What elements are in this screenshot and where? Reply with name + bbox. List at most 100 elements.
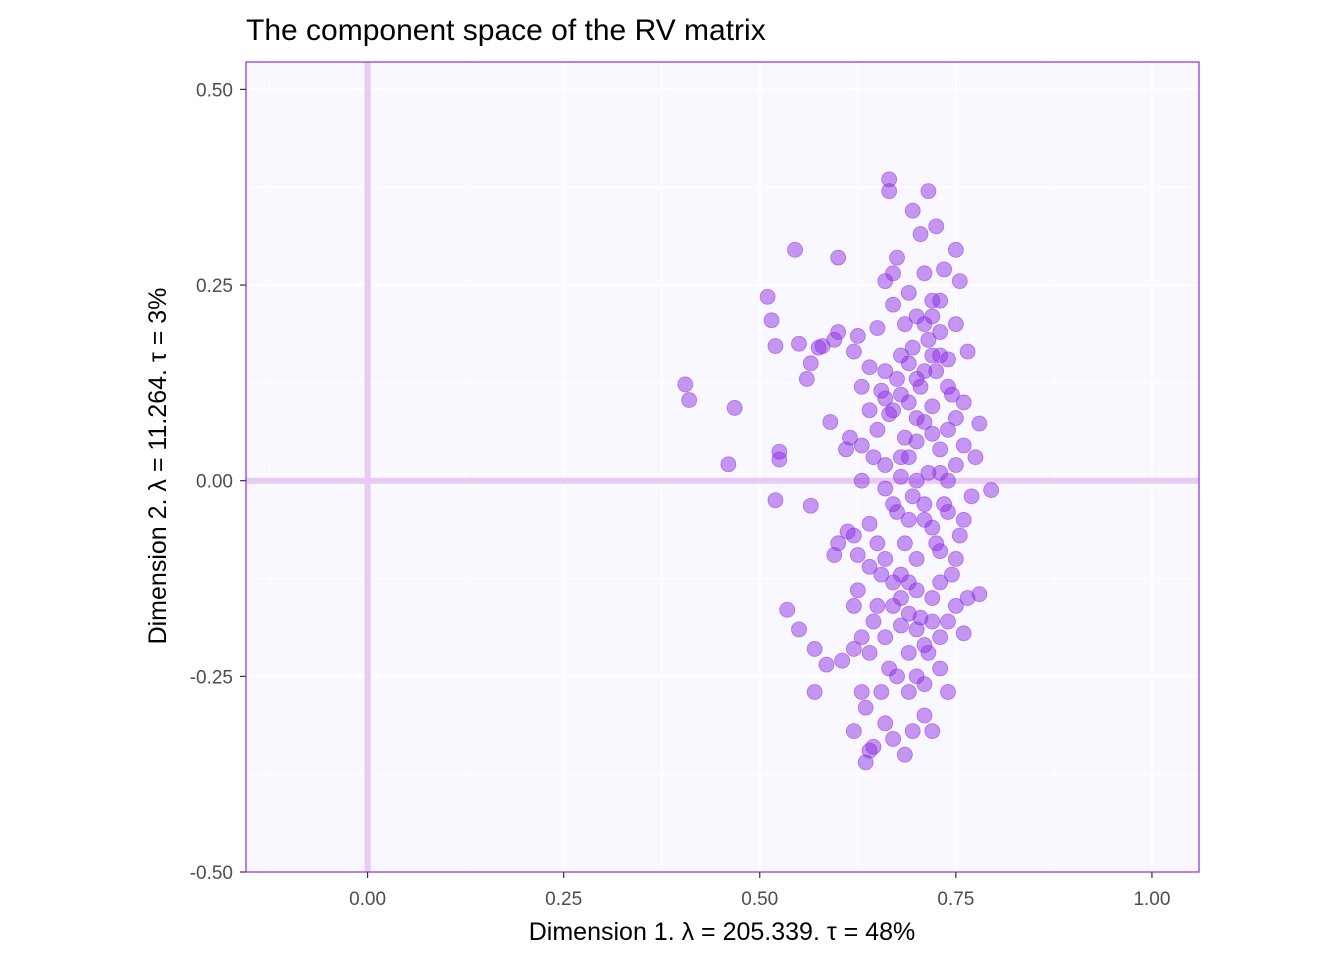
data-point — [951, 527, 968, 544]
data-point — [932, 441, 949, 458]
y-axis-label: Dimension 2. λ = 11.264. τ = 3% — [144, 288, 172, 645]
data-point — [932, 629, 949, 646]
data-point — [830, 324, 847, 340]
data-point — [893, 468, 909, 485]
data-point — [936, 261, 952, 278]
data-point — [838, 441, 854, 458]
data-point — [853, 629, 870, 646]
data-point — [849, 547, 866, 563]
data-point — [798, 371, 815, 387]
data-point — [881, 171, 898, 188]
data-point — [885, 496, 901, 513]
data-point — [861, 402, 878, 419]
data-point — [932, 347, 949, 364]
data-point — [857, 754, 874, 771]
data-point — [955, 511, 972, 528]
data-point — [806, 684, 823, 700]
data-point — [971, 415, 988, 432]
data-point — [916, 496, 933, 513]
data-point — [944, 566, 960, 583]
data-point — [955, 625, 972, 642]
data-point — [924, 425, 941, 442]
data-point — [940, 504, 956, 520]
data-point — [830, 249, 847, 266]
data-point — [932, 324, 949, 340]
data-point — [873, 382, 890, 399]
data-point — [912, 226, 929, 243]
data-point — [830, 535, 847, 552]
data-point — [947, 410, 964, 426]
data-point — [896, 746, 913, 763]
data-point — [842, 429, 858, 446]
y-tick-label: 0.00 — [196, 472, 233, 493]
data-point — [849, 582, 866, 599]
data-point — [896, 316, 913, 333]
data-point — [940, 378, 956, 395]
data-point — [916, 637, 933, 653]
data-point — [924, 723, 941, 740]
data-point — [885, 574, 901, 591]
data-point — [908, 410, 925, 426]
x-tick-label: 0.75 — [937, 889, 974, 910]
data-point — [920, 183, 937, 200]
data-point — [767, 338, 784, 354]
data-point — [845, 641, 862, 657]
data-point — [959, 590, 976, 606]
data-point — [951, 273, 968, 290]
data-point — [889, 668, 905, 685]
data-point — [845, 343, 862, 360]
data-point — [940, 472, 956, 489]
data-point — [767, 492, 784, 509]
data-point — [940, 613, 956, 630]
y-tick-label: -0.25 — [190, 667, 233, 688]
x-axis-ticks: 0.00 0.25 0.50 0.75 1.00 — [349, 872, 1170, 910]
data-point — [869, 598, 886, 614]
data-point — [779, 601, 796, 618]
data-point — [861, 515, 878, 532]
data-point — [787, 241, 803, 258]
data-point — [900, 684, 917, 700]
data-point — [967, 449, 984, 466]
data-point — [940, 351, 956, 368]
data-point — [908, 582, 925, 599]
y-axis-ticks: -0.50 -0.25 0.00 0.25 0.50 — [190, 80, 246, 884]
data-point — [791, 621, 807, 638]
plot-panel — [246, 62, 1199, 872]
data-point — [940, 684, 956, 700]
data-point — [845, 598, 862, 614]
data-point — [889, 504, 905, 520]
data-point — [818, 656, 835, 673]
data-point — [900, 644, 917, 661]
data-point — [881, 183, 898, 200]
data-point — [877, 480, 894, 497]
data-point — [900, 605, 917, 622]
data-point — [877, 715, 894, 732]
data-point — [916, 676, 933, 693]
panel-border — [245, 61, 1200, 873]
data-point — [900, 511, 917, 528]
data-point — [912, 609, 929, 626]
reference-lines — [246, 62, 1199, 872]
data-point — [853, 472, 870, 489]
data-point — [904, 339, 921, 356]
data-point — [853, 684, 870, 700]
data-point — [802, 497, 819, 514]
x-tick-label: 0.00 — [349, 889, 386, 910]
data-point — [720, 456, 737, 473]
y-tick-label: -0.50 — [190, 863, 233, 884]
data-point — [924, 590, 941, 606]
data-point — [916, 707, 933, 724]
data-point — [900, 284, 917, 301]
x-tick-label: 1.00 — [1133, 889, 1170, 910]
data-point — [947, 598, 964, 614]
data-point — [861, 644, 878, 661]
data-point — [928, 363, 945, 380]
data-point — [677, 376, 694, 393]
data-point — [893, 449, 909, 466]
data-point — [822, 414, 839, 430]
data-point — [885, 731, 901, 747]
data-point — [920, 331, 937, 348]
data-point — [904, 202, 921, 219]
data-point — [924, 398, 941, 415]
